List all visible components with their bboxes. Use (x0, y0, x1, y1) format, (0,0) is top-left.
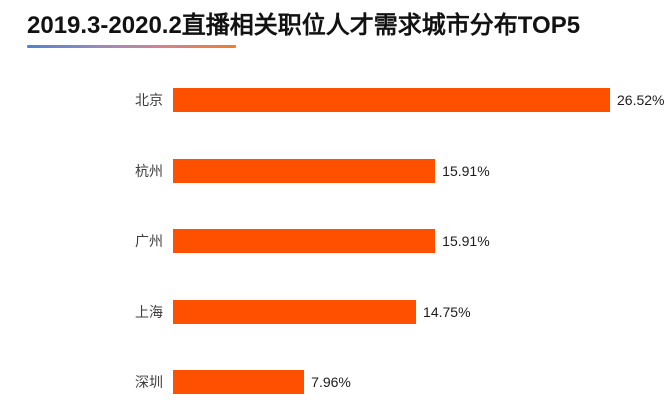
chart-row: 杭州 15.91% (0, 136, 669, 207)
chart-row: 上海 14.75% (0, 277, 669, 348)
bar-value: 26.52% (617, 92, 665, 109)
bar-label: 深圳 (135, 374, 163, 391)
bar-value: 15.91% (442, 233, 490, 250)
bar-label: 北京 (135, 92, 163, 109)
page-title: 2019.3-2020.2直播相关职位人才需求城市分布TOP5 (27, 12, 581, 39)
bar-label: 杭州 (135, 162, 163, 179)
bar-value: 14.75% (423, 303, 471, 320)
bar-label: 上海 (135, 303, 163, 320)
chart-row: 广州 15.91% (0, 206, 669, 277)
bar (173, 370, 305, 395)
chart-row: 北京 26.52% (0, 65, 669, 136)
bar-label: 广州 (135, 233, 163, 250)
bar-value: 7.96% (311, 374, 351, 391)
chart-header: 2019.3-2020.2直播相关职位人才需求城市分布TOP5 (27, 12, 580, 48)
title-underline-decoration (27, 45, 236, 48)
bar (173, 88, 610, 113)
bar-chart: 北京 26.52% 杭州 15.91% 广州 15.91% 上海 14.75% 深圳 7.96% (0, 65, 669, 406)
bar-value: 15.91% (442, 162, 490, 179)
bar (173, 229, 436, 254)
bar (173, 299, 417, 324)
bar (173, 158, 436, 183)
chart-row: 深圳 7.96% (0, 347, 669, 406)
